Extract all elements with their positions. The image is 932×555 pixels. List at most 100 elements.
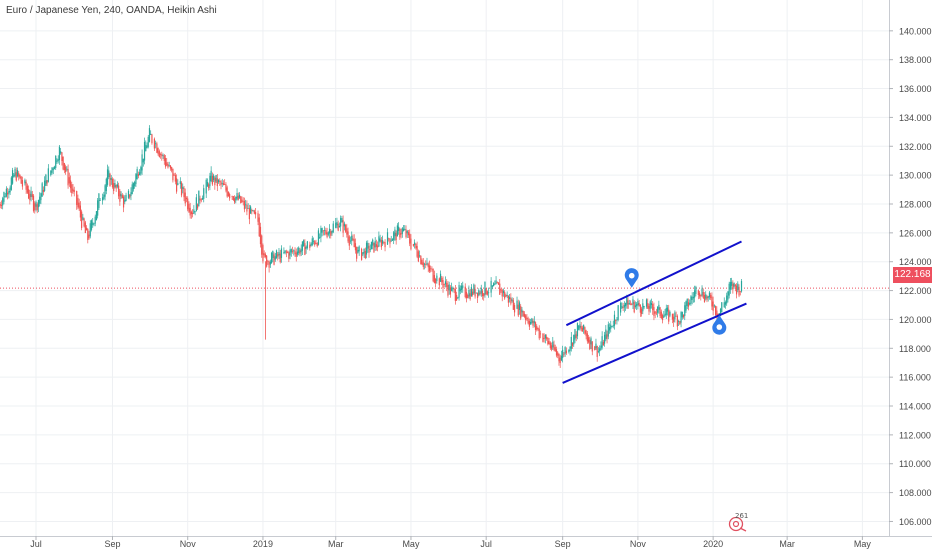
candle-body — [654, 311, 656, 314]
price-axis[interactable]: 106.000 108.000 110.000 112.000 114.000 116.0… — [889, 26, 932, 527]
candle-body — [393, 232, 395, 240]
candle-body — [109, 173, 111, 187]
candle — [634, 301, 637, 309]
candle — [584, 326, 586, 335]
candle-body — [684, 305, 686, 316]
candle — [637, 298, 639, 310]
candle-body — [723, 302, 725, 308]
candle-body — [726, 295, 728, 304]
candle-body — [700, 294, 702, 297]
candle — [702, 288, 704, 300]
candle — [200, 198, 202, 203]
candle — [336, 217, 338, 229]
candle — [525, 313, 527, 325]
candle-body — [555, 349, 558, 356]
candle — [430, 265, 432, 273]
candle-body — [272, 250, 274, 259]
candle — [682, 314, 685, 319]
candle — [261, 234, 263, 258]
candle — [330, 228, 332, 239]
candle — [171, 166, 173, 173]
candle-body — [544, 335, 546, 339]
trendlines[interactable] — [562, 240, 747, 384]
candle — [475, 292, 477, 294]
candle-body — [146, 145, 148, 149]
time-axis[interactable]: Jul Sep Nov 2019 Mar May Jul Sep Nov 2020 Mar May — [30, 536, 871, 549]
pin-marker-icon[interactable] — [624, 268, 639, 288]
trendline[interactable] — [565, 240, 742, 327]
candle — [10, 176, 12, 191]
candle-body — [277, 254, 279, 257]
candle — [663, 310, 665, 319]
candle — [464, 283, 466, 299]
candle-body — [344, 225, 347, 232]
candle — [87, 228, 89, 244]
candle-body — [78, 202, 80, 209]
candle — [452, 286, 454, 293]
candle — [162, 153, 164, 160]
candle-body — [251, 210, 253, 212]
candle-body — [291, 250, 294, 252]
candle — [327, 231, 329, 237]
candle-body — [104, 185, 106, 197]
candle-body — [534, 322, 537, 330]
candle — [111, 177, 114, 189]
candle-body — [94, 216, 96, 224]
candle-body — [399, 228, 401, 238]
candle — [568, 349, 570, 354]
candle-body — [238, 194, 241, 198]
pin-dot — [716, 324, 723, 330]
candle — [7, 187, 9, 200]
candle — [369, 244, 371, 253]
candle-body — [37, 200, 40, 208]
candle — [679, 320, 681, 326]
candle — [533, 316, 535, 328]
candle — [46, 180, 48, 187]
candle-body — [690, 296, 692, 304]
candle — [35, 200, 37, 212]
candle — [57, 155, 59, 164]
candle — [542, 332, 544, 343]
candle — [707, 295, 709, 302]
candle — [603, 331, 606, 347]
candle — [14, 166, 16, 178]
candle — [127, 189, 130, 200]
candle — [275, 249, 278, 259]
candle — [321, 227, 323, 237]
candle — [694, 285, 696, 303]
candle — [393, 230, 395, 245]
candle-body — [589, 339, 591, 349]
pin-marker-icon[interactable] — [712, 315, 727, 335]
candle — [222, 180, 225, 186]
candle-body — [85, 227, 88, 231]
candle — [140, 165, 142, 176]
y-tick-label: 106.000 — [899, 517, 932, 527]
candle-body — [616, 319, 618, 321]
candle-body — [453, 288, 455, 290]
candle — [711, 292, 713, 311]
candle — [180, 181, 183, 198]
trendline[interactable] — [562, 302, 747, 384]
candle-body — [438, 278, 440, 286]
candle — [304, 239, 306, 256]
y-tick-label: 122.000 — [899, 286, 932, 296]
markers[interactable] — [624, 268, 727, 335]
candle-body — [685, 301, 687, 311]
candle — [25, 179, 27, 194]
candle — [322, 230, 324, 236]
candle-body — [708, 292, 711, 298]
candle — [529, 318, 532, 326]
candle — [236, 188, 238, 201]
candle — [559, 354, 561, 368]
candle-body — [547, 337, 549, 345]
candle — [32, 193, 35, 213]
candle — [301, 241, 304, 255]
candle — [599, 345, 601, 357]
candle-body — [554, 347, 556, 352]
candle — [444, 276, 447, 288]
candle — [287, 250, 289, 254]
candle-body — [141, 154, 143, 171]
candle-body — [301, 241, 304, 251]
